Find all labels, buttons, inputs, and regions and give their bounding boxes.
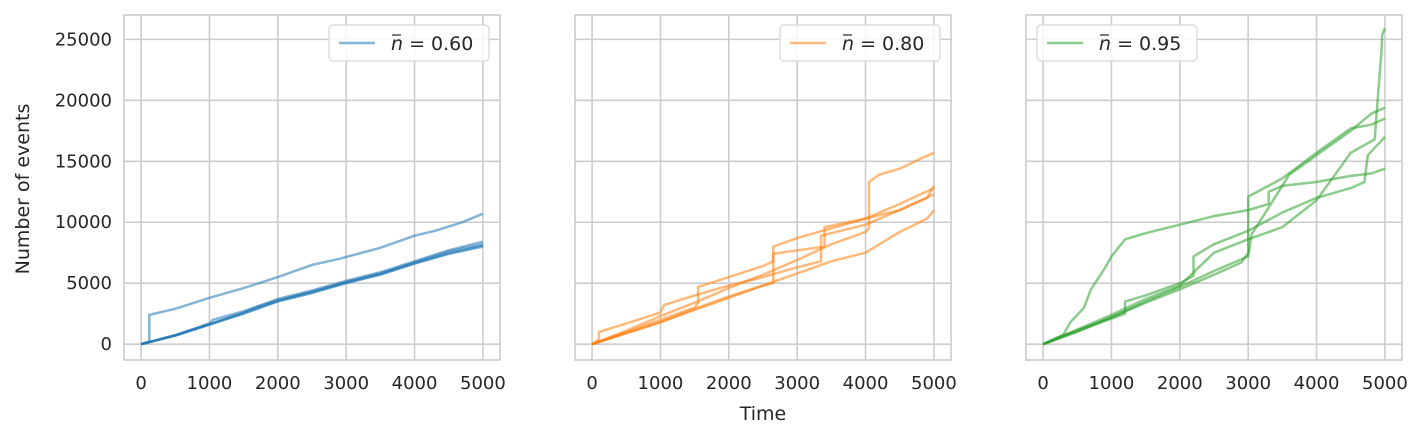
y-tick-label: 0	[101, 334, 112, 355]
x-tick-label: 1000	[187, 373, 233, 394]
plot-area	[1026, 15, 1402, 360]
plot-frame	[574, 14, 952, 361]
series-line-2	[1042, 136, 1386, 346]
legend-label: n = 0.95	[1099, 33, 1181, 55]
x-tick-label: 4000	[843, 373, 889, 394]
legend-box	[328, 24, 490, 62]
legend-box	[1036, 24, 1198, 62]
series-line-1	[140, 212, 484, 346]
x-tick-label: 4000	[392, 373, 438, 394]
legend-symbol: n	[391, 33, 403, 55]
legend-label: n = 0.80	[842, 33, 924, 55]
series-line-3	[591, 185, 935, 346]
series-line-5	[140, 244, 484, 346]
legend-value: = 0.60	[403, 33, 473, 55]
y-tick-label: 15000	[55, 151, 112, 172]
x-tick-label: 3000	[774, 373, 820, 394]
plot-area	[124, 15, 500, 360]
plot-frame	[1025, 14, 1403, 361]
x-tick-label: 2000	[255, 373, 301, 394]
legend-value: = 0.95	[1111, 33, 1181, 55]
x-tick-label: 0	[1037, 373, 1048, 394]
x-tick-label: 5000	[460, 373, 506, 394]
x-axis-label: Time	[739, 403, 787, 425]
series-line-5	[1042, 106, 1386, 346]
x-tick-label: 2000	[706, 373, 752, 394]
series-line-4	[1042, 27, 1387, 346]
series-line-1	[591, 151, 935, 346]
series-line-1	[1042, 167, 1386, 346]
panel-right: 0 1000 2000 3000 4000 5000 n = 0.95	[1025, 14, 1408, 394]
x-tick-label: 4000	[1294, 373, 1340, 394]
legend: n = 0.95	[1036, 24, 1198, 62]
legend-label: n = 0.60	[391, 33, 473, 55]
y-tick-label: 10000	[55, 212, 112, 233]
y-tick-label: 20000	[55, 90, 112, 111]
plot-frame	[123, 14, 501, 361]
x-tick-label: 0	[586, 373, 597, 394]
x-tick-label: 2000	[1157, 373, 1203, 394]
x-tick-label: 1000	[1089, 373, 1135, 394]
legend-symbol: n	[842, 33, 854, 55]
panel-left: 0 1000 2000 3000 4000 5000 0 5000 10000 15000 2000…	[55, 14, 506, 394]
x-tick-label: 5000	[911, 373, 957, 394]
x-tick-label: 3000	[1225, 373, 1271, 394]
legend: n = 0.80	[779, 24, 941, 62]
x-tick-label: 3000	[323, 373, 369, 394]
y-tick-label: 5000	[66, 273, 112, 294]
series-line-5	[591, 209, 935, 346]
x-tick-label: 1000	[638, 373, 684, 394]
panel-middle: 0 1000 2000 3000 4000 5000 n = 0.80	[574, 14, 957, 394]
legend: n = 0.60	[328, 24, 490, 62]
legend-box	[779, 24, 941, 62]
x-tick-label: 5000	[1362, 373, 1408, 394]
plot-area	[575, 15, 951, 360]
legend-symbol: n	[1099, 33, 1111, 55]
x-tick-label: 0	[135, 373, 146, 394]
y-axis-label: Number of events	[12, 104, 34, 275]
y-tick-label: 25000	[55, 29, 112, 50]
legend-value: = 0.80	[854, 33, 924, 55]
